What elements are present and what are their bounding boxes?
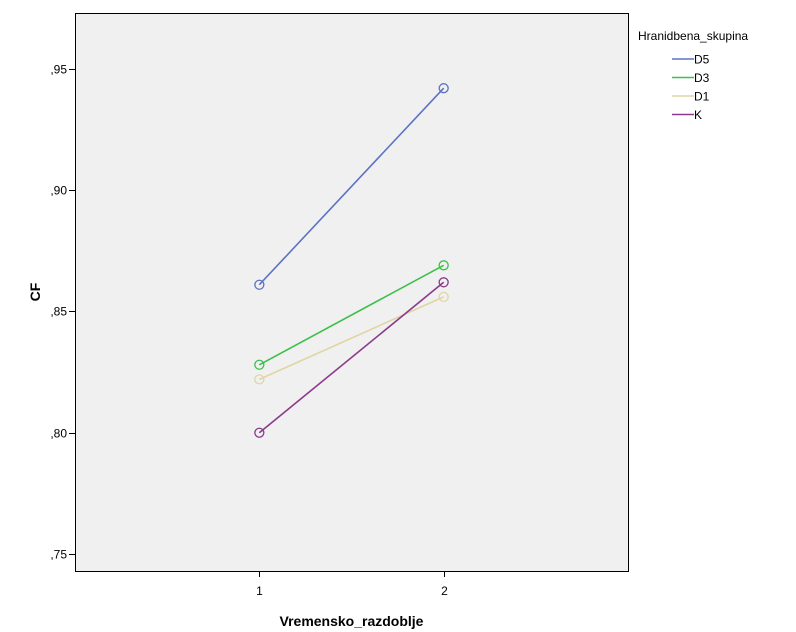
data-point: [254, 427, 265, 438]
series-line: [258, 87, 445, 286]
data-point: [254, 279, 265, 290]
series-d1: [254, 291, 449, 385]
series-layer: [254, 83, 449, 438]
y-tick-label: ,75: [50, 548, 67, 562]
legend-label: K: [694, 108, 702, 122]
data-point: [438, 277, 449, 288]
series-line: [258, 281, 445, 434]
data-point: [438, 83, 449, 94]
series-line: [259, 296, 444, 381]
legend-label: D3: [694, 71, 710, 85]
y-tick-label: ,85: [50, 305, 67, 319]
legend-title: Hranidbena_skupina: [638, 29, 748, 43]
legend: Hranidbena_skupina D5 D3 D1 K: [638, 29, 748, 122]
legend-label: D1: [694, 90, 710, 104]
legend-item: D3: [672, 71, 710, 85]
y-axis: ,75 ,80 ,85 ,90 ,95: [50, 63, 75, 562]
series-line: [258, 264, 445, 366]
data-point: [254, 359, 265, 370]
y-axis-title: CF: [27, 282, 43, 301]
x-axis-title: Vremensko_razdoblje: [280, 613, 424, 629]
series-d3: [254, 260, 449, 370]
plot-area: [75, 13, 629, 572]
legend-item: D1: [672, 90, 710, 104]
legend-item: K: [672, 108, 702, 122]
data-point: [254, 374, 265, 385]
y-tick-label: ,95: [50, 63, 67, 77]
series-d5: [254, 83, 449, 290]
y-tick-label: ,90: [50, 184, 67, 198]
legend-label: D5: [694, 53, 710, 67]
data-point: [438, 260, 449, 271]
series-k: [254, 277, 449, 438]
x-tick-label: 2: [441, 584, 448, 598]
x-tick-label: 1: [256, 584, 263, 598]
data-point: [438, 291, 449, 303]
legend-item: D5: [672, 53, 710, 67]
y-tick-label: ,80: [50, 427, 67, 441]
